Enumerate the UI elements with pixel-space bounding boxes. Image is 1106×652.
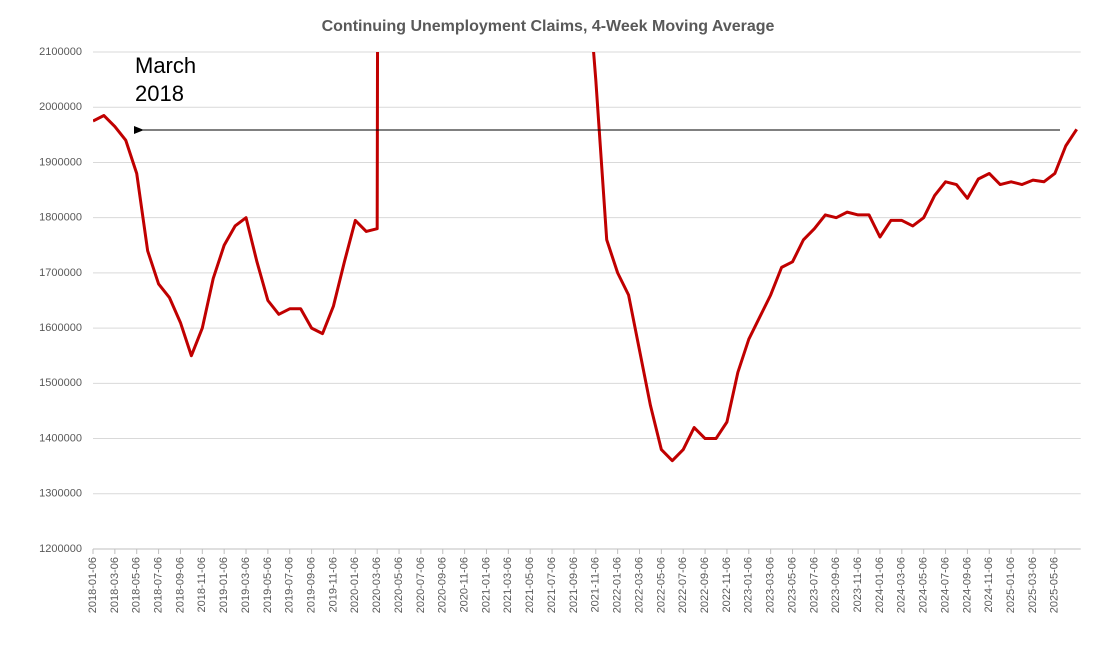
x-tick-label: 2020-05-06 xyxy=(393,557,405,613)
y-tick-label: 1900000 xyxy=(39,156,82,168)
x-tick-label: 2022-01-06 xyxy=(612,557,624,613)
x-tick-label: 2023-01-06 xyxy=(743,557,755,613)
x-tick-label: 2020-03-06 xyxy=(371,557,383,613)
y-tick-label: 1500000 xyxy=(39,377,82,389)
x-tick-label: 2018-09-06 xyxy=(174,557,186,613)
x-tick-label: 2022-11-06 xyxy=(721,557,733,612)
annotation: March 2018 xyxy=(135,53,197,106)
x-tick-label: 2024-01-06 xyxy=(874,557,886,613)
x-tick-label: 2020-01-06 xyxy=(349,557,361,613)
x-tick-label: 2018-11-06 xyxy=(196,557,208,612)
y-tick-label: 1800000 xyxy=(39,212,82,224)
x-tick-label: 2020-11-06 xyxy=(459,557,471,612)
chart-title: Continuing Unemployment Claims, 4-Week M… xyxy=(322,18,775,35)
x-tick-label: 2021-07-06 xyxy=(546,557,558,613)
x-tick-label: 2021-01-06 xyxy=(480,557,492,613)
x-tick-label: 2022-07-06 xyxy=(677,557,689,613)
y-tick-label: 1300000 xyxy=(39,488,82,500)
x-tick-label: 2020-07-06 xyxy=(415,557,427,613)
x-tick-label: 2018-03-06 xyxy=(109,557,121,613)
y-tick-label: 1200000 xyxy=(39,543,82,555)
y-tick-label: 1700000 xyxy=(39,267,82,279)
x-tick-label: 2022-09-06 xyxy=(699,557,711,613)
series-line xyxy=(93,52,1078,463)
x-tick-label: 2024-03-06 xyxy=(896,557,908,613)
y-tick-label: 1600000 xyxy=(39,322,82,334)
x-tick-label: 2018-05-06 xyxy=(131,557,143,613)
x-tick-label: 2024-05-06 xyxy=(918,557,930,613)
x-tick-label: 2019-09-06 xyxy=(306,557,318,613)
x-tick-label: 2018-07-06 xyxy=(152,557,164,613)
x-tick-label: 2022-05-06 xyxy=(655,557,667,613)
x-tick-label: 2021-11-06 xyxy=(590,557,602,612)
x-tick-label: 2025-01-06 xyxy=(1005,557,1017,613)
x-tick-label: 2023-03-06 xyxy=(765,557,777,613)
x-tick-label: 2019-11-06 xyxy=(327,557,339,612)
x-tick-label: 2023-09-06 xyxy=(830,557,842,613)
x-tick-label: 2021-05-06 xyxy=(524,557,536,613)
x-tick-label: 2021-03-06 xyxy=(502,557,514,613)
x-tick-label: 2020-09-06 xyxy=(437,557,449,613)
x-tick-label: 2019-05-06 xyxy=(262,557,274,613)
x-tick-label: 2025-03-06 xyxy=(1027,557,1039,613)
x-tick-label: 2019-07-06 xyxy=(284,557,296,613)
x-tick-label: 2019-01-06 xyxy=(218,557,230,613)
x-tick-label: 2022-03-06 xyxy=(633,557,645,613)
x-tick-label: 2023-05-06 xyxy=(786,557,798,613)
x-tick-label: 2025-05-06 xyxy=(1049,557,1061,613)
x-tick-label: 2024-07-06 xyxy=(939,557,951,613)
y-tick-label: 2000000 xyxy=(39,101,82,113)
x-tick-label: 2023-11-06 xyxy=(852,557,864,612)
y-tick-label: 2100000 xyxy=(39,46,82,58)
x-tick-label: 2019-03-06 xyxy=(240,557,252,613)
x-tick-label: 2023-07-06 xyxy=(808,557,820,613)
x-tick-label: 2018-01-06 xyxy=(87,557,99,613)
x-tick-label: 2024-09-06 xyxy=(961,557,973,613)
x-tick-label: 2021-09-06 xyxy=(568,557,580,613)
x-tick-label: 2024-11-06 xyxy=(983,557,995,612)
y-tick-label: 1400000 xyxy=(39,432,82,444)
